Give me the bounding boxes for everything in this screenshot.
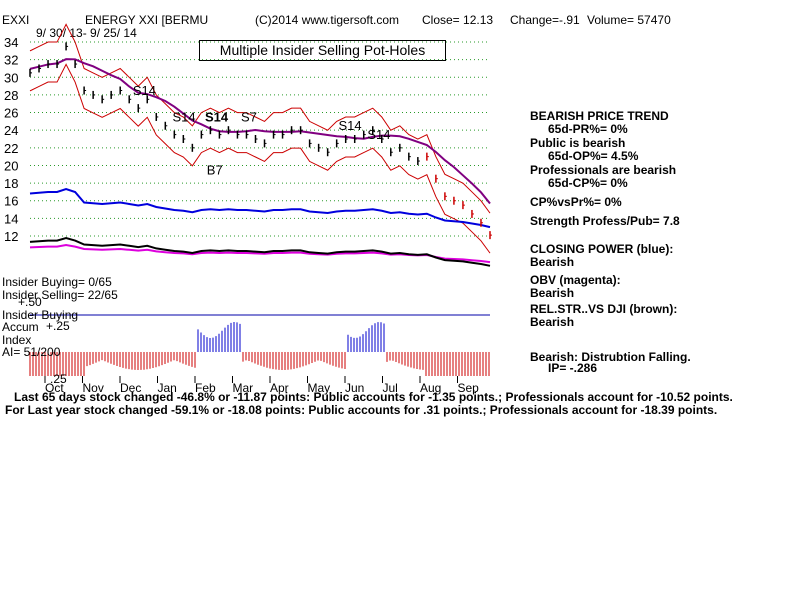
- x-tick-label: Oct: [45, 381, 64, 395]
- moving-average-line: [29, 58, 491, 205]
- obv-line: [29, 243, 491, 264]
- rel-strength-line: [29, 236, 491, 267]
- grid-lines: [30, 41, 490, 237]
- x-tick-labels: Oct Nov Dec Jan Feb Mar Apr May Jun Jul Aug Sep: [44, 376, 480, 395]
- index-label: Index: [2, 333, 32, 347]
- relstr-value: Bearish: [530, 315, 575, 329]
- insider-selling-count: Insider Selling= 22/65: [2, 288, 118, 302]
- signal-label: S14: [133, 83, 156, 98]
- x-tick-label: Apr: [270, 381, 289, 395]
- obv-title: OBV (magenta):: [530, 273, 621, 287]
- y-tick-label: 30: [4, 70, 18, 85]
- cp-vs-pr: CP%vsPr%= 0%: [530, 195, 622, 209]
- y-tick-label: 28: [4, 88, 18, 103]
- volume-value: Volume= 57470: [587, 13, 671, 27]
- x-tick-label: Dec: [120, 381, 141, 395]
- x-tick-label: Mar: [233, 381, 254, 395]
- closing-power-title: CLOSING POWER (blue):: [530, 242, 674, 256]
- accum-index-histogram: [29, 322, 490, 376]
- closing-power-value: Bearish: [530, 255, 575, 269]
- signal-label: S7: [241, 109, 257, 124]
- x-tick-label: Aug: [420, 381, 441, 395]
- change-value: Change=-.91: [510, 13, 580, 27]
- company-name: ENERGY XXI [BERMU: [85, 13, 209, 27]
- price-bars: [29, 42, 492, 240]
- chart-box-title: Multiple Insider Selling Pot-Holes: [199, 40, 446, 61]
- trend-title: BEARISH PRICE TREND: [530, 109, 669, 123]
- x-tick-label: Jun: [345, 381, 364, 395]
- y-tick-label: 34: [4, 35, 18, 50]
- footer-line-65d: Last 65 days stock changed -46.8% or -11…: [14, 390, 733, 404]
- y-tick-label: 16: [4, 194, 18, 209]
- copyright: (C)2014 www.tigersoft.com: [255, 13, 400, 27]
- pr-value: 65d-PR%= 0%: [548, 122, 628, 136]
- ip-value: IP= -.286: [548, 361, 598, 375]
- x-tick-label: Feb: [195, 381, 216, 395]
- y-tick-label: 20: [4, 158, 18, 173]
- accum-scale-bottom: .25: [50, 372, 67, 386]
- signal-labels: S14 S14 S14 S7 B7 S14 S14: [133, 83, 391, 177]
- upper-band-line: [29, 23, 491, 214]
- lower-band-line: [29, 63, 491, 254]
- op-value: 65d-OP%= 4.5%: [548, 149, 639, 163]
- close-value: Close= 12.13: [422, 13, 494, 27]
- symbol: EXXI: [2, 13, 30, 27]
- signal-label: S14: [367, 127, 390, 142]
- y-tick-label: 14: [4, 211, 18, 226]
- pros-title: Professionals are bearish: [530, 163, 677, 177]
- y-tick-label: 22: [4, 141, 18, 156]
- ip-title: Bearish: Distrubtion Falling.: [530, 350, 691, 364]
- cp-value: 65d-CP%= 0%: [548, 176, 628, 190]
- y-tick-label: 24: [4, 123, 18, 138]
- accum-scale-mid: +.25: [46, 319, 70, 333]
- strength-ratio: Strength Profess/Pub= 7.8: [530, 214, 680, 228]
- closing-power-line: [29, 187, 491, 229]
- accum-scale-top: +.50: [18, 295, 42, 309]
- date-range: 9/ 30/ 13- 9/ 25/ 14: [36, 26, 137, 40]
- ai-value: AI= 51/200: [2, 345, 61, 359]
- x-tick-label: Sep: [458, 381, 480, 395]
- footer-line-year: For Last year stock changed -59.1% or -1…: [5, 403, 718, 417]
- x-tick-label: Jan: [158, 381, 177, 395]
- signal-label: S14: [338, 118, 361, 133]
- relstr-title: REL.STR..VS DJI (brown):: [530, 302, 678, 316]
- y-tick-labels: 34 32 30 28 26 24 22 20 18 16 14 12: [4, 35, 18, 244]
- y-tick-label: 26: [4, 106, 18, 121]
- y-tick-label: 12: [4, 229, 18, 244]
- x-tick-label: Jul: [383, 381, 398, 395]
- insider-buying-count: Insider Buying= 0/65: [2, 275, 112, 289]
- obv-value: Bearish: [530, 286, 575, 300]
- x-tick-label: May: [308, 381, 331, 395]
- signal-label: S14: [205, 109, 229, 124]
- x-tick-label: Nov: [83, 381, 104, 395]
- accum-label: Accum: [2, 320, 39, 334]
- signal-label: S14: [173, 109, 196, 124]
- indicator-lines: [29, 23, 491, 316]
- public-title: Public is bearish: [530, 136, 626, 150]
- insider-buying-label: Insider Buying: [2, 308, 79, 322]
- y-tick-label: 32: [4, 53, 18, 68]
- signal-label: B7: [207, 162, 223, 177]
- y-tick-label: 18: [4, 176, 18, 191]
